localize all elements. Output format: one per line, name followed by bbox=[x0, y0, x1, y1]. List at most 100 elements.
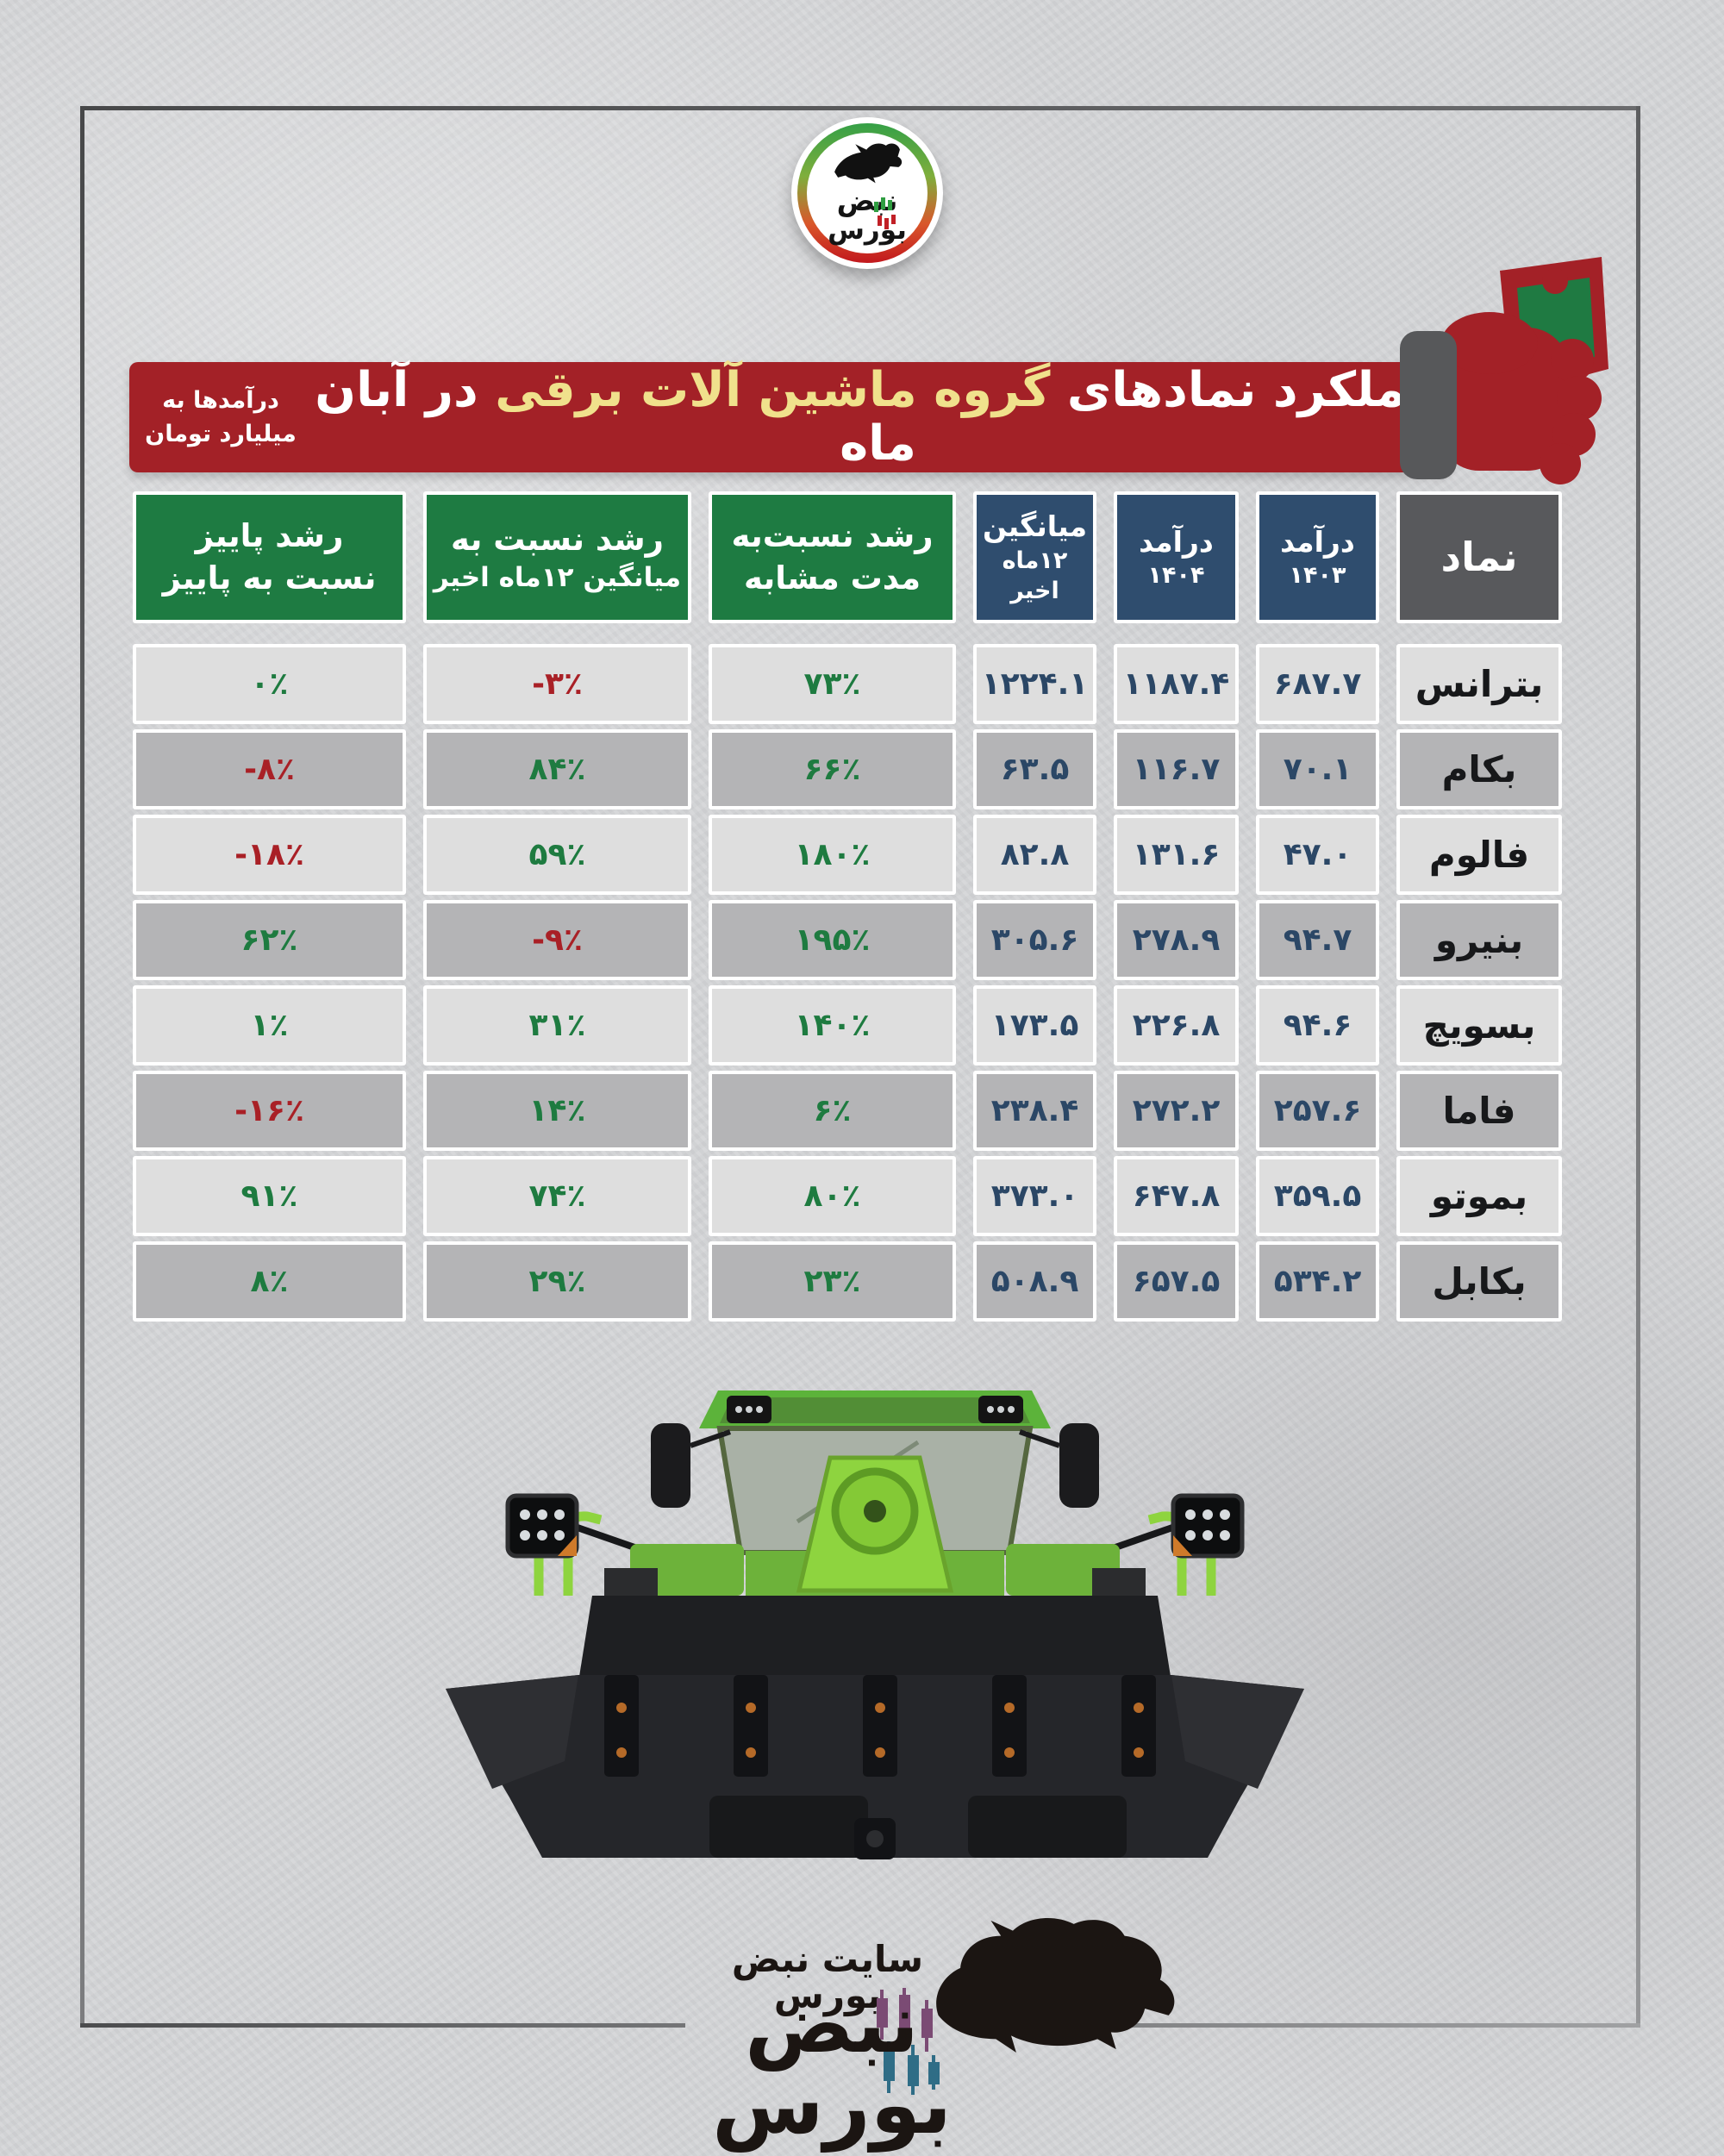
header-average-12m-line1: میانگین bbox=[982, 509, 1088, 543]
growth-same-cell: ۱۴۰٪ bbox=[794, 1008, 871, 1043]
thumbs-up-hand-icon bbox=[1400, 257, 1608, 484]
growth-fall-cell: -۱۶٪ bbox=[234, 1093, 304, 1128]
revenue-1403-cell: ۹۴.۶ bbox=[1283, 1008, 1352, 1043]
growth-fall-cell: ۱٪ bbox=[250, 1008, 289, 1043]
candlestick-icon bbox=[874, 197, 896, 229]
growth-avg-cell: -۳٪ bbox=[532, 666, 583, 702]
wheel-loader-illustration bbox=[446, 1390, 1304, 1859]
header-symbol: نماد bbox=[1396, 491, 1562, 623]
candlestick-icon bbox=[877, 1988, 940, 2095]
revenue-1404-cell: ۲۷۲.۲ bbox=[1132, 1093, 1221, 1128]
revenue-1403-cell: ۷۰.۱ bbox=[1283, 752, 1352, 787]
header-growth-fall: رشد پاییز نسبت به پاییز bbox=[133, 491, 406, 623]
nabz-bourse-badge: نبض بورس bbox=[791, 117, 943, 269]
header-growth-avg-line1: رشد نسبت به bbox=[451, 521, 664, 559]
growth-same-cell: ۱۸۰٪ bbox=[794, 837, 871, 872]
table-row: بکابل ۵۳۴.۲ ۶۵۷.۵ ۵۰۸.۹ ۲۳٪ ۲۹٪ ۸٪ bbox=[129, 1241, 1562, 1322]
frame-left-line bbox=[80, 106, 84, 2028]
revenue-1404-cell: ۶۴۷.۸ bbox=[1132, 1178, 1221, 1214]
frame-right-line bbox=[1636, 106, 1640, 2028]
growth-avg-cell: ۷۴٪ bbox=[528, 1178, 586, 1214]
header-growth-fall-line2: نسبت به پاییز bbox=[162, 559, 377, 597]
growth-avg-cell: ۲۹٪ bbox=[528, 1264, 586, 1299]
growth-fall-cell: -۱۸٪ bbox=[234, 837, 304, 872]
header-revenue-1403-line1: درآمد bbox=[1280, 524, 1355, 559]
unit-note-line1: درآمدها به bbox=[162, 386, 279, 414]
revenue-1404-cell: ۲۲۶.۸ bbox=[1132, 1008, 1221, 1043]
revenue-1404-cell: ۱۳۱.۶ bbox=[1132, 837, 1221, 872]
header-growth-same-line2: مدت مشابه bbox=[743, 559, 921, 597]
symbol-cell: فالوم bbox=[1428, 834, 1530, 876]
growth-avg-cell: ۳۱٪ bbox=[528, 1008, 586, 1043]
table-row: فالوم ۴۷.۰ ۱۳۱.۶ ۸۲.۸ ۱۸۰٪ ۵۹٪ -۱۸٪ bbox=[129, 815, 1562, 895]
growth-same-cell: ۶٪ bbox=[813, 1093, 852, 1128]
average-12m-cell: ۱۲۲۴.۱ bbox=[981, 666, 1089, 702]
header-revenue-1403-line2: ۱۴۰۳ bbox=[1289, 562, 1346, 590]
revenue-1403-cell: ۵۳۴.۲ bbox=[1273, 1264, 1362, 1299]
growth-same-cell: ۲۳٪ bbox=[803, 1264, 861, 1299]
header-growth-avg-line2: میانگین ۱۲ماه اخیر bbox=[433, 562, 682, 594]
growth-fall-cell: ۹۱٪ bbox=[240, 1178, 298, 1214]
growth-same-cell: ۱۹۵٪ bbox=[794, 922, 871, 958]
badge-core: نبض بورس bbox=[807, 133, 928, 253]
symbol-cell: بکام bbox=[1441, 748, 1517, 791]
table-header-row: نماد درآمد ۱۴۰۳ درآمد ۱۴۰۴ میانگین ۱۲ماه… bbox=[129, 491, 1562, 623]
growth-same-cell: ۷۳٪ bbox=[803, 666, 861, 702]
footer-site-label: سایت نبض بورس bbox=[731, 1938, 924, 2016]
table-row: بترانس ۶۸۷.۷ ۱۱۸۷.۴ ۱۲۲۴.۱ ۷۳٪ -۳٪ ۰٪ bbox=[129, 644, 1562, 724]
badge-word-nabz: نبض bbox=[836, 183, 898, 217]
average-12m-cell: ۸۲.۸ bbox=[1000, 837, 1070, 872]
growth-fall-cell: ۸٪ bbox=[250, 1264, 289, 1299]
frame-top-line bbox=[80, 106, 1640, 110]
header-growth-same-line1: رشد نسبت‌به bbox=[731, 517, 934, 555]
page-title: عملکرد نمادهای گروه ماشین آلات برقی در آ… bbox=[129, 364, 1450, 470]
revenue-1403-cell: ۴۷.۰ bbox=[1283, 837, 1352, 872]
average-12m-cell: ۳۰۵.۶ bbox=[990, 922, 1079, 958]
symbol-cell: بترانس bbox=[1415, 663, 1544, 705]
header-average-12m-line2: ۱۲ماه اخیر bbox=[1002, 547, 1068, 604]
title-prefix: عملکرد نمادهای bbox=[1050, 362, 1441, 419]
growth-avg-cell: ۵۹٪ bbox=[528, 837, 586, 872]
average-12m-cell: ۵۰۸.۹ bbox=[990, 1264, 1079, 1299]
header-revenue-1404: درآمد ۱۴۰۴ bbox=[1114, 491, 1239, 623]
symbol-cell: بنیرو bbox=[1434, 919, 1524, 961]
footer-brand-name: نبض بورس bbox=[711, 1978, 953, 2153]
table-row: بکام ۷۰.۱ ۱۱۶.۷ ۶۳.۵ ۶۶٪ ۸۴٪ -۸٪ bbox=[129, 729, 1562, 809]
bull-icon bbox=[834, 143, 903, 183]
average-12m-cell: ۶۳.۵ bbox=[1000, 752, 1070, 787]
revenue-1403-cell: ۲۵۷.۶ bbox=[1273, 1093, 1362, 1128]
table-row: بسویچ ۹۴.۶ ۲۲۶.۸ ۱۷۳.۵ ۱۴۰٪ ۳۱٪ ۱٪ bbox=[129, 985, 1562, 1066]
header-revenue-1404-line2: ۱۴۰۴ bbox=[1147, 562, 1205, 590]
growth-same-cell: ۸۰٪ bbox=[803, 1178, 861, 1214]
revenue-1404-cell: ۱۱۶.۷ bbox=[1132, 752, 1221, 787]
revenue-1403-cell: ۶۸۷.۷ bbox=[1273, 666, 1362, 702]
growth-fall-cell: -۸٪ bbox=[244, 752, 295, 787]
average-12m-cell: ۲۳۸.۴ bbox=[990, 1093, 1079, 1128]
growth-avg-cell: ۸۴٪ bbox=[528, 752, 586, 787]
unit-note: درآمدها به میلیارد تومان bbox=[143, 384, 298, 451]
growth-fall-cell: ۰٪ bbox=[250, 666, 289, 702]
symbol-cell: بموتو bbox=[1430, 1175, 1528, 1217]
frame-bottom-line-left bbox=[80, 2023, 685, 2028]
symbol-cell: فاما bbox=[1442, 1090, 1516, 1132]
title-banner: درآمدها به میلیارد تومان عملکرد نمادهای … bbox=[129, 362, 1450, 472]
header-growth-fall-line1: رشد پاییز bbox=[195, 517, 344, 555]
bull-icon bbox=[936, 1917, 1175, 2053]
growth-avg-cell: ۱۴٪ bbox=[528, 1093, 586, 1128]
table-row: بنیرو ۹۴.۷ ۲۷۸.۹ ۳۰۵.۶ ۱۹۵٪ -۹٪ ۶۲٪ bbox=[129, 900, 1562, 980]
revenue-1404-cell: ۱۱۸۷.۴ bbox=[1122, 666, 1230, 702]
header-growth-same-period: رشد نسبت‌به مدت مشابه bbox=[709, 491, 956, 623]
footer-brand: سایت نبض بورس نبض بورس bbox=[651, 1915, 1202, 2147]
revenue-1404-cell: ۲۷۸.۹ bbox=[1132, 922, 1221, 958]
symbol-cell: بسویچ bbox=[1422, 1004, 1536, 1047]
unit-note-line2: میلیارد تومان bbox=[145, 421, 297, 447]
title-suffix: در آبان ماه bbox=[315, 362, 916, 472]
header-revenue-1403: درآمد ۱۴۰۳ bbox=[1256, 491, 1379, 623]
growth-fall-cell: ۶۲٪ bbox=[240, 922, 298, 958]
title-highlight: گروه ماشین آلات برقی bbox=[495, 362, 1051, 419]
frame-bottom-line-right bbox=[1079, 2023, 1640, 2028]
average-12m-cell: ۳۷۳.۰ bbox=[990, 1178, 1079, 1214]
average-12m-cell: ۱۷۳.۵ bbox=[990, 1008, 1079, 1043]
header-symbol-label: نماد bbox=[1440, 533, 1518, 580]
